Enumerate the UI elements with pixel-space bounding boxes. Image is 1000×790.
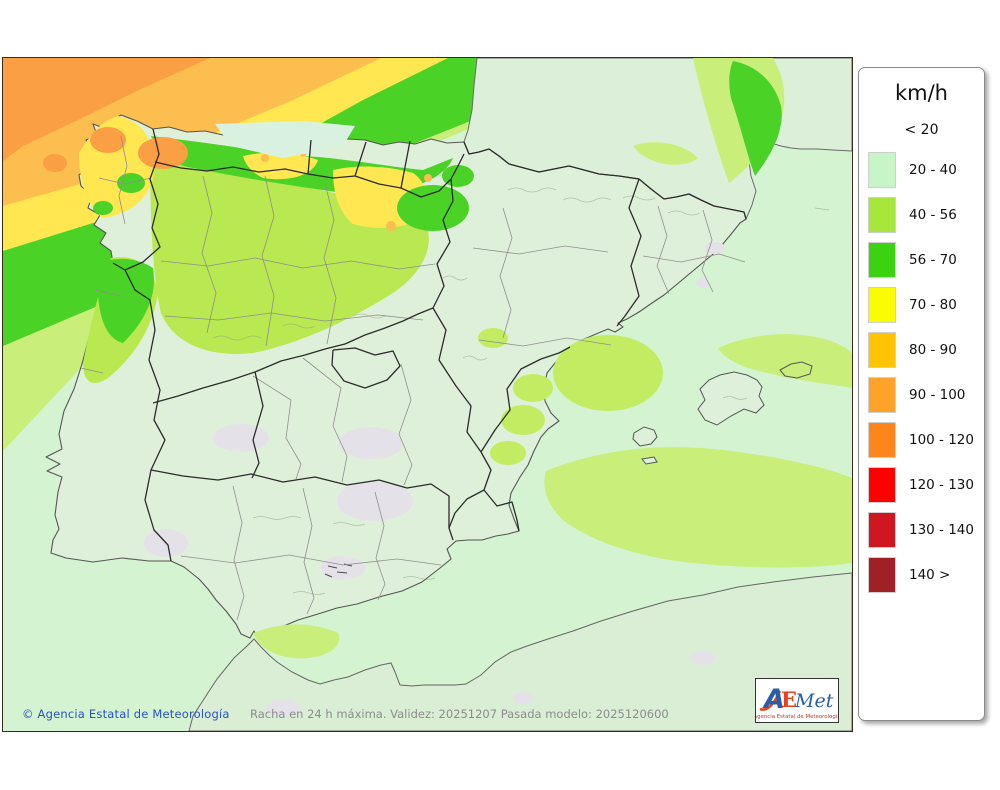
legend-color-swatch: [868, 556, 896, 593]
legend-range-label: 140 >: [909, 566, 951, 583]
wind-speed-legend: km/h < 20 20 - 40 40 - 56 56 - 70 70 - 8…: [858, 67, 985, 721]
legend-range-label: 80 - 90: [909, 341, 957, 358]
legend-row: 20 - 40: [859, 147, 984, 192]
legend-range-label: 100 - 120: [909, 431, 974, 448]
legend-range-label: 40 - 56: [909, 206, 957, 223]
legend-color-swatch: [868, 241, 896, 278]
spain-wind-gust-map: [3, 58, 852, 731]
legend-row: 130 - 140: [859, 507, 984, 552]
legend-color-swatch: [868, 196, 896, 233]
model-run-caption: Racha en 24 h máxima. Validez: 20251207 …: [250, 707, 669, 721]
sierra-nevada-marks: [324, 563, 353, 578]
portugal-spain-border: [112, 262, 172, 562]
logo-subtitle: Agencia Estatal de Meteorología: [756, 713, 838, 720]
aemet-logo-art: A E Met Agencia Estatal de Meteorología: [753, 684, 840, 720]
legend-row: 70 - 80: [859, 282, 984, 327]
legend-range-label: 56 - 70: [909, 251, 957, 268]
africa-landmass: [188, 572, 852, 731]
logo-swoosh: [759, 690, 782, 711]
map-frame: [2, 57, 853, 732]
legend-row: 56 - 70: [859, 237, 984, 282]
legend-rows: 20 - 40 40 - 56 56 - 70 70 - 80 80 - 90 …: [859, 147, 984, 597]
logo-letters-met: Met: [794, 690, 834, 712]
legend-range-label: 90 - 100: [909, 386, 966, 403]
logo-letter-e: E: [781, 687, 797, 712]
legend-color-swatch: [868, 466, 896, 503]
legend-below-threshold-label: < 20: [904, 122, 939, 138]
legend-units-title: km/h: [894, 81, 948, 105]
land-wind-patches: [43, 116, 663, 465]
province-boundaries: [80, 135, 746, 621]
sea-med-patches: [253, 334, 852, 722]
legend-row: 40 - 56: [859, 192, 984, 237]
legend-row: 140 >: [859, 552, 984, 597]
legend-color-swatch: [868, 511, 896, 548]
legend-color-swatch: [868, 286, 896, 323]
legend-range-label: 70 - 80: [909, 296, 957, 313]
copyright-text: © Agencia Estatal de Meteorología: [22, 707, 230, 721]
france-spain-border: [463, 141, 747, 220]
legend-color-swatch: [868, 421, 896, 458]
region-boundaries: [112, 128, 747, 562]
france-landmass: [463, 58, 852, 221]
legend-color-swatch: [868, 331, 896, 368]
legend-range-label: 130 - 140: [909, 521, 974, 538]
formentera-island: [641, 456, 658, 465]
aemet-logo: A E Met Agencia Estatal de Meteorología: [753, 678, 841, 723]
coastal-calm-wedge: [215, 121, 355, 158]
menorca-island: [779, 361, 813, 379]
logo-letter-a: A: [762, 684, 785, 715]
ibiza-island: [632, 426, 658, 447]
legend-color-swatch: [868, 151, 896, 188]
legend-row: 120 - 130: [859, 462, 984, 507]
legend-range-label: 20 - 40: [909, 161, 957, 178]
legend-row: 90 - 100: [859, 372, 984, 417]
balearic-islands: [632, 361, 813, 465]
mallorca-island: [697, 371, 765, 426]
legend-row: 100 - 120: [859, 417, 984, 462]
legend-range-label: 120 - 130: [909, 476, 974, 493]
legend-row: 80 - 90: [859, 327, 984, 372]
legend-color-swatch: [868, 376, 896, 413]
terrain-shading: [212, 187, 748, 595]
